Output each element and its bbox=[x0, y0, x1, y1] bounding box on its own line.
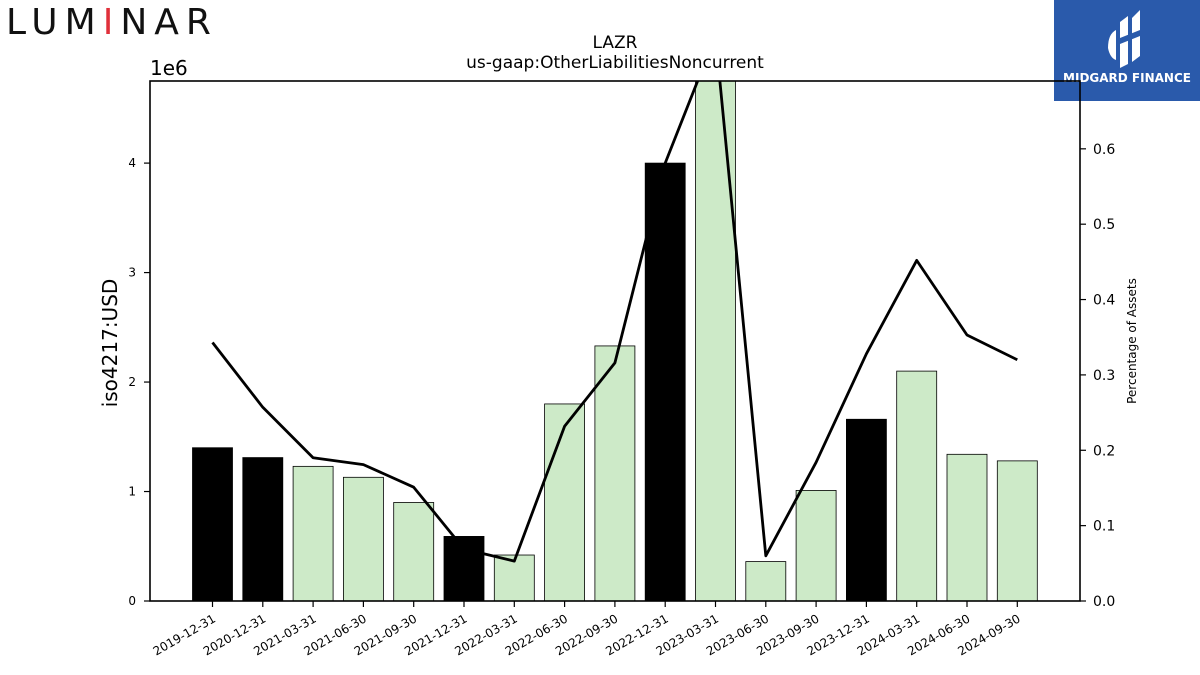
midgard-finance-badge: MIDGARD FINANCE bbox=[1054, 0, 1200, 101]
bar bbox=[493, 554, 535, 601]
bar bbox=[795, 490, 837, 601]
bar bbox=[594, 345, 636, 601]
bar bbox=[745, 561, 787, 601]
bar bbox=[996, 460, 1038, 601]
y-axis-label: iso4217:USD bbox=[98, 279, 122, 408]
bar bbox=[342, 476, 384, 601]
y2-tick-label: 0.2 bbox=[1093, 443, 1115, 459]
midgard-logo-icon bbox=[1108, 10, 1140, 68]
y2-tick-label: 0.5 bbox=[1093, 217, 1115, 233]
bar bbox=[846, 418, 887, 601]
bar bbox=[896, 370, 938, 601]
y2-tick-label: 0.6 bbox=[1093, 142, 1115, 158]
y-tick-label: 2 bbox=[128, 375, 136, 389]
chart-subtitle: us-gaap:OtherLiabilitiesNoncurrent bbox=[466, 53, 764, 73]
y2-tick-label: 0.0 bbox=[1093, 594, 1115, 610]
chart-title: LAZR bbox=[593, 33, 638, 53]
y-tick-label: 3 bbox=[128, 266, 136, 280]
y2-tick-label: 0.4 bbox=[1093, 293, 1115, 309]
bar bbox=[393, 502, 435, 601]
bar bbox=[946, 453, 988, 601]
bar bbox=[644, 162, 686, 601]
bar bbox=[192, 447, 233, 601]
bar bbox=[242, 457, 284, 601]
y2-tick-label: 0.1 bbox=[1093, 519, 1115, 535]
y2-axis-label: Percentage of Assets bbox=[1125, 278, 1139, 404]
bar bbox=[443, 536, 485, 601]
luminar-logo: LUMINAR bbox=[6, 2, 218, 43]
bar bbox=[292, 465, 334, 601]
percentage-line bbox=[211, 81, 1018, 563]
y-tick-label: 4 bbox=[128, 156, 136, 170]
y-multiplier-label: 1e6 bbox=[150, 56, 188, 80]
bar bbox=[544, 403, 585, 601]
bar bbox=[695, 81, 736, 601]
y2-tick-label: 0.3 bbox=[1093, 368, 1115, 384]
logo-text: LUMINAR bbox=[6, 2, 218, 43]
y-tick-label: 1 bbox=[128, 485, 136, 499]
badge-label: MIDGARD FINANCE bbox=[1063, 71, 1191, 85]
y-tick-label: 0 bbox=[128, 594, 136, 608]
